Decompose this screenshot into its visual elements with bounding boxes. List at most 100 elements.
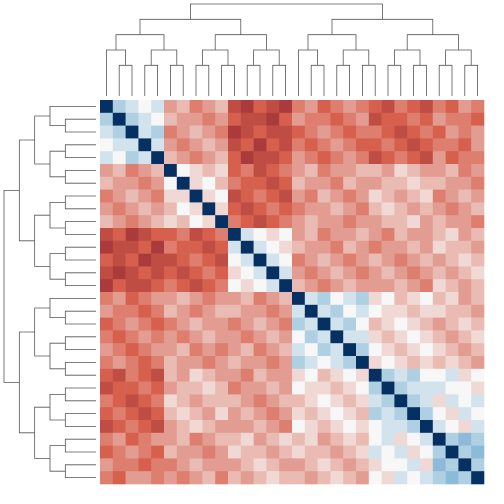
heatmap-cell xyxy=(343,253,357,267)
heatmap-cell xyxy=(240,125,254,139)
heatmap-cell xyxy=(432,356,446,370)
heatmap-cell xyxy=(292,407,306,421)
heatmap-cell xyxy=(368,100,382,114)
heatmap-cell xyxy=(100,253,114,267)
heatmap-cell xyxy=(304,471,318,485)
heatmap-cell xyxy=(432,189,446,203)
heatmap-cell xyxy=(407,189,421,203)
heatmap-cell xyxy=(138,420,152,434)
heatmap-cell xyxy=(317,368,331,382)
heatmap-cell xyxy=(458,253,472,267)
heatmap-cell xyxy=(471,317,485,331)
heatmap-cell xyxy=(266,394,280,408)
column-dendrogram-link xyxy=(170,64,184,96)
heatmap-cell xyxy=(138,394,152,408)
heatmap-cell xyxy=(228,420,242,434)
heatmap-cell xyxy=(471,292,485,306)
heatmap-cell xyxy=(420,240,434,254)
heatmap-cell xyxy=(279,164,293,178)
heatmap-cell xyxy=(279,240,293,254)
heatmap-cell xyxy=(176,317,190,331)
heatmap-cell xyxy=(215,292,229,306)
heatmap-cell xyxy=(394,292,408,306)
heatmap-cell xyxy=(202,112,216,126)
heatmap-cell xyxy=(356,330,370,344)
heatmap-cell xyxy=(138,343,152,357)
heatmap-cell xyxy=(215,394,229,408)
heatmap-cell xyxy=(407,445,421,459)
heatmap-cell xyxy=(240,228,254,242)
heatmap-cell xyxy=(330,317,344,331)
heatmap-cell xyxy=(228,304,242,318)
heatmap-cell xyxy=(125,304,139,318)
heatmap-cell xyxy=(330,189,344,203)
heatmap-cell xyxy=(253,343,267,357)
heatmap-cell xyxy=(176,138,190,152)
heatmap-cell xyxy=(292,292,306,306)
heatmap-cell xyxy=(343,215,357,229)
heatmap-cell xyxy=(176,445,190,459)
row-dendrogram-link xyxy=(18,331,35,434)
heatmap-cell xyxy=(228,343,242,357)
heatmap-cell xyxy=(100,394,114,408)
heatmap-cell xyxy=(253,100,267,114)
heatmap-cell xyxy=(445,317,459,331)
heatmap-cell xyxy=(394,356,408,370)
heatmap-cell xyxy=(471,189,485,203)
heatmap-cell xyxy=(215,151,229,165)
heatmap-cell xyxy=(292,151,306,165)
heatmap-cell xyxy=(215,381,229,395)
heatmap-cell xyxy=(356,356,370,370)
heatmap-cell xyxy=(292,125,306,139)
heatmap-cell xyxy=(189,253,203,267)
heatmap-cell xyxy=(381,356,395,370)
heatmap-cell xyxy=(176,100,190,114)
heatmap-cell xyxy=(458,368,472,382)
heatmap-cell xyxy=(368,330,382,344)
heatmap-cell xyxy=(112,189,126,203)
heatmap-cell xyxy=(228,240,242,254)
heatmap-cell xyxy=(253,266,267,280)
heatmap-cell xyxy=(100,189,114,203)
column-dendrogram-link xyxy=(445,49,472,66)
heatmap-cell xyxy=(279,471,293,485)
heatmap-cell xyxy=(240,304,254,318)
heatmap-cell xyxy=(266,304,280,318)
heatmap-cell xyxy=(202,471,216,485)
heatmap-cell xyxy=(202,176,216,190)
heatmap-cell xyxy=(381,240,395,254)
heatmap-cell xyxy=(189,164,203,178)
heatmap-cell xyxy=(138,189,152,203)
heatmap-cell xyxy=(266,432,280,446)
heatmap-cell xyxy=(420,228,434,242)
column-dendrogram-link xyxy=(139,18,242,35)
heatmap-cell xyxy=(151,240,165,254)
heatmap-cell xyxy=(151,112,165,126)
heatmap-cell xyxy=(279,407,293,421)
heatmap-cell xyxy=(189,189,203,203)
heatmap-cell xyxy=(125,151,139,165)
heatmap-cell xyxy=(471,112,485,126)
row-dendrogram-link xyxy=(49,445,66,472)
heatmap-cell xyxy=(253,215,267,229)
heatmap-cell xyxy=(189,151,203,165)
heatmap-cell xyxy=(317,151,331,165)
heatmap-cell xyxy=(176,125,190,139)
heatmap-cell xyxy=(202,202,216,216)
heatmap-cell xyxy=(215,138,229,152)
heatmap-cell xyxy=(202,292,216,306)
heatmap-cell xyxy=(356,381,370,395)
heatmap-cell xyxy=(164,394,178,408)
column-dendrogram-link xyxy=(190,3,383,20)
heatmap-cell xyxy=(240,100,254,114)
heatmap-cell xyxy=(381,432,395,446)
heatmap-cell xyxy=(189,420,203,434)
heatmap-cell xyxy=(343,112,357,126)
heatmap-cell xyxy=(471,100,485,114)
heatmap-cell xyxy=(304,279,318,293)
heatmap-cell xyxy=(138,292,152,306)
heatmap-cell xyxy=(407,330,421,344)
heatmap-cell xyxy=(420,125,434,139)
heatmap-cell xyxy=(176,343,190,357)
heatmap-cell xyxy=(407,266,421,280)
